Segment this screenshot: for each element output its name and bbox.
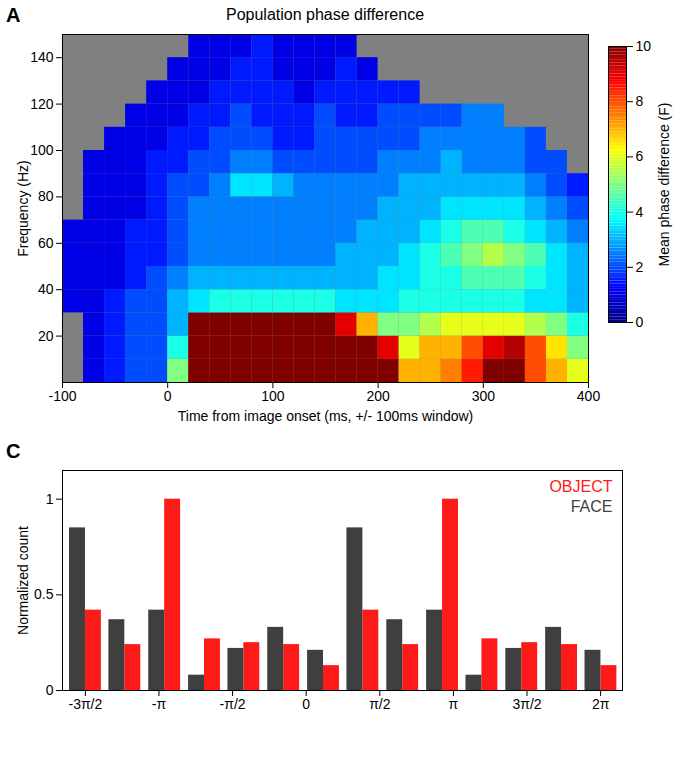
svg-text:OBJECT: OBJECT — [549, 478, 612, 495]
svg-text:-π: -π — [152, 696, 167, 712]
svg-text:-100: -100 — [48, 388, 76, 404]
svg-text:8: 8 — [636, 93, 644, 109]
svg-text:3π/2: 3π/2 — [512, 696, 541, 712]
svg-text:FACE: FACE — [571, 498, 613, 515]
svg-text:2π: 2π — [592, 696, 610, 712]
svg-text:π/2: π/2 — [369, 696, 391, 712]
svg-text:Frequency (Hz): Frequency (Hz) — [15, 160, 31, 256]
svg-text:100: 100 — [30, 142, 54, 158]
svg-text:-π/2: -π/2 — [220, 696, 246, 712]
svg-text:10: 10 — [636, 38, 652, 54]
svg-text:40: 40 — [38, 281, 54, 297]
svg-text:6: 6 — [636, 148, 644, 164]
svg-text:Mean phase difference (F): Mean phase difference (F) — [656, 103, 672, 267]
svg-text:400: 400 — [577, 388, 601, 404]
svg-text:140: 140 — [30, 49, 54, 65]
svg-text:0.5: 0.5 — [34, 586, 54, 602]
svg-text:0: 0 — [302, 696, 310, 712]
svg-text:1: 1 — [46, 491, 54, 507]
svg-text:80: 80 — [38, 188, 54, 204]
svg-text:π: π — [449, 696, 459, 712]
html-text:Population phase difference: Population phase difference — [226, 6, 424, 23]
svg-text:200: 200 — [366, 388, 390, 404]
svg-text:2: 2 — [636, 259, 644, 275]
svg-text:0: 0 — [164, 388, 172, 404]
svg-text:Time from image onset (ms, +/-: Time from image onset (ms, +/- 100ms win… — [178, 408, 474, 424]
svg-text:100: 100 — [261, 388, 285, 404]
svg-text:-3π/2: -3π/2 — [68, 696, 102, 712]
svg-text:120: 120 — [30, 96, 54, 112]
svg-text:60: 60 — [38, 235, 54, 251]
svg-text:Normalized count: Normalized count — [15, 526, 31, 635]
svg-text:20: 20 — [38, 328, 54, 344]
svg-text:0: 0 — [636, 314, 644, 330]
svg-text:4: 4 — [636, 204, 644, 220]
html-text:C: C — [6, 440, 21, 462]
html-text:A: A — [6, 4, 21, 26]
svg-text:0: 0 — [46, 682, 54, 698]
svg-text:300: 300 — [472, 388, 496, 404]
